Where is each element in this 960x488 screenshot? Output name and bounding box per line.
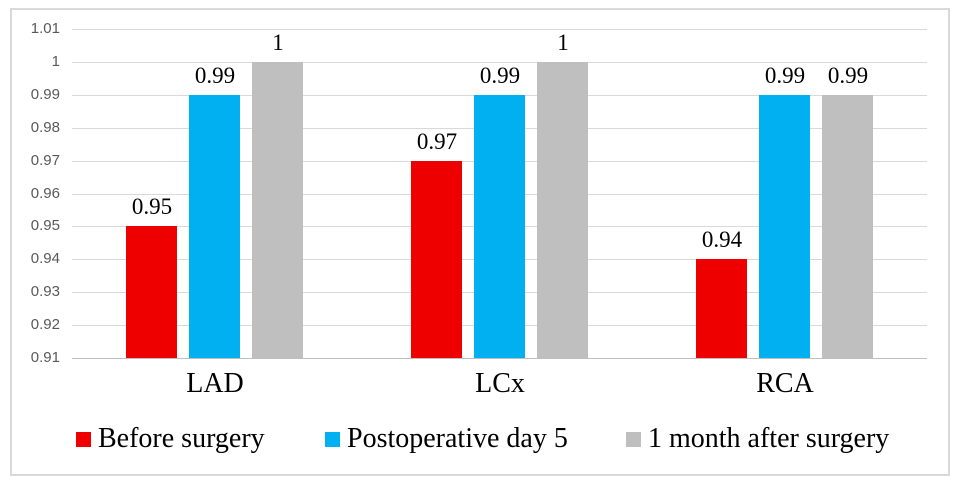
bar-value-label: 1 — [272, 30, 284, 55]
y-tick-label: 1 — [51, 53, 60, 70]
y-tick-label: 0.91 — [30, 349, 60, 366]
y-tick-label: 0.96 — [30, 185, 60, 202]
bar-value-label: 0.99 — [764, 63, 806, 88]
gridline — [72, 29, 927, 30]
legend-item: Postoperative day 5 — [325, 424, 568, 454]
y-tick-label: 0.94 — [30, 250, 60, 267]
y-tick-label: 0.95 — [30, 217, 60, 234]
bar — [252, 62, 303, 358]
gridline — [72, 62, 927, 63]
bar-value-label: 0.99 — [479, 63, 521, 88]
bar — [189, 95, 240, 358]
category-label: LAD — [186, 368, 244, 399]
category-label: RCA — [756, 368, 814, 399]
y-tick-label: 0.97 — [30, 152, 60, 169]
legend-swatch-icon — [325, 431, 340, 447]
bar — [759, 95, 810, 358]
y-tick-label: 0.92 — [30, 316, 60, 333]
bar — [126, 226, 177, 358]
legend-label: 1 month after surgery — [648, 423, 890, 454]
bar-value-label: 0.97 — [416, 129, 458, 154]
category-label: LCx — [475, 368, 525, 399]
legend-swatch-icon — [626, 431, 641, 447]
bar-value-label: 0.95 — [131, 194, 173, 219]
legend-swatch-icon — [76, 431, 91, 447]
y-tick-label: 0.93 — [30, 283, 60, 300]
bar — [474, 95, 525, 358]
legend-label: Postoperative day 5 — [347, 423, 568, 454]
bar — [822, 95, 873, 358]
bar-value-label: 0.94 — [701, 227, 743, 252]
legend-label: Before surgery — [98, 423, 265, 454]
bar — [696, 259, 747, 358]
legend-item: 1 month after surgery — [626, 424, 889, 454]
legend-item: Before surgery — [76, 424, 265, 454]
bar-value-label: 0.99 — [194, 63, 236, 88]
bar-value-label: 0.99 — [827, 63, 869, 88]
y-tick-label: 0.98 — [30, 119, 60, 136]
bar-value-label: 1 — [557, 30, 569, 55]
x-axis-line — [72, 358, 927, 359]
y-tick-label: 0.99 — [30, 86, 60, 103]
y-tick-label: 1.01 — [30, 20, 60, 37]
bar — [537, 62, 588, 358]
bar — [411, 161, 462, 358]
